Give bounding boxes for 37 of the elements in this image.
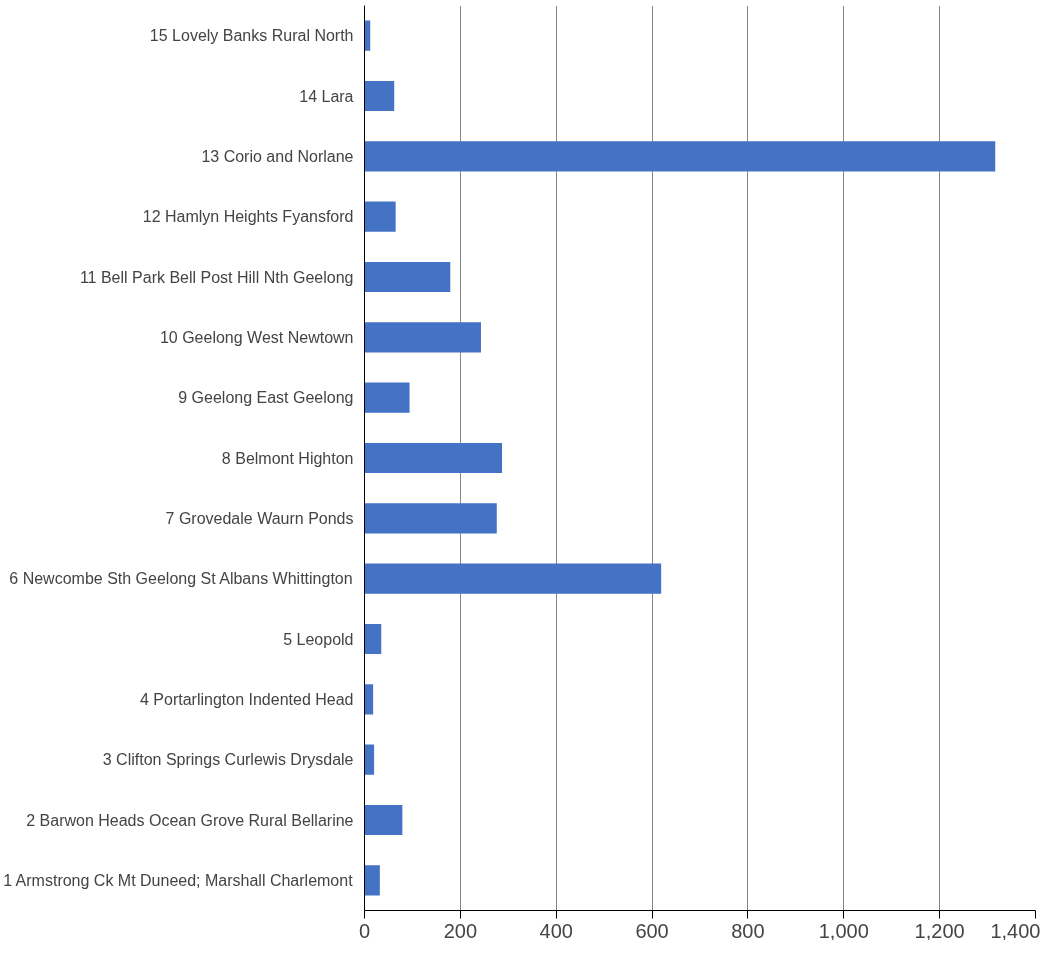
x-tick-label: 800	[731, 919, 765, 942]
bar	[364, 865, 380, 896]
x-tick-label: 1,400	[990, 919, 1041, 942]
bar	[364, 744, 375, 775]
y-tick-label: 7 Grovedale Waurn Ponds	[165, 509, 354, 527]
y-tick-label: 13 Corio and Norlane	[201, 147, 354, 165]
x-tick-label: 400	[539, 919, 573, 942]
bar	[364, 503, 497, 534]
bar	[364, 684, 374, 715]
x-tick-label: 600	[635, 919, 669, 942]
y-tick-label: 8 Belmont Highton	[221, 449, 354, 467]
y-tick-label: 12 Hamlyn Heights Fyansford	[142, 208, 354, 226]
bar	[364, 804, 403, 836]
bar	[364, 623, 382, 655]
x-tick-label: 200	[443, 919, 478, 942]
bar	[364, 80, 395, 112]
y-tick-label: 2 Barwon Heads Ocean Grove Rural Bellarine	[26, 811, 354, 829]
y-tick-label: 14 Lara	[299, 87, 354, 105]
y-tick-label: 10 Geelong West Newtown	[159, 328, 354, 346]
x-tick-label: 0	[358, 919, 371, 942]
y-tick-label: 5 Leopold	[283, 630, 354, 648]
y-tick-label: 9 Geelong East Geelong	[178, 389, 354, 407]
x-tick-label: 1,000	[818, 919, 869, 942]
y-tick-label: 3 Clifton Springs Curlewis Drysdale	[102, 751, 354, 769]
y-tick-label: 4 Portarlington Indented Head	[140, 690, 354, 708]
y-tick-label: 11 Bell Park Bell Post Hill Nth Geelong	[79, 268, 354, 286]
bar	[364, 442, 503, 474]
y-tick-label: 15 Lovely Banks Rural North	[149, 27, 354, 45]
bar	[364, 322, 481, 353]
bar	[364, 563, 662, 594]
bar	[364, 201, 396, 232]
bar	[364, 141, 996, 172]
y-tick-label: 6 Newcombe Sth Geelong St Albans Whittington	[9, 570, 353, 588]
x-tick-label: 1,200	[914, 919, 965, 942]
bar	[364, 261, 451, 293]
y-tick-label: 1 Armstrong Ck Mt Duneed; Marshall Charlemont	[3, 871, 354, 889]
bar	[364, 382, 410, 413]
